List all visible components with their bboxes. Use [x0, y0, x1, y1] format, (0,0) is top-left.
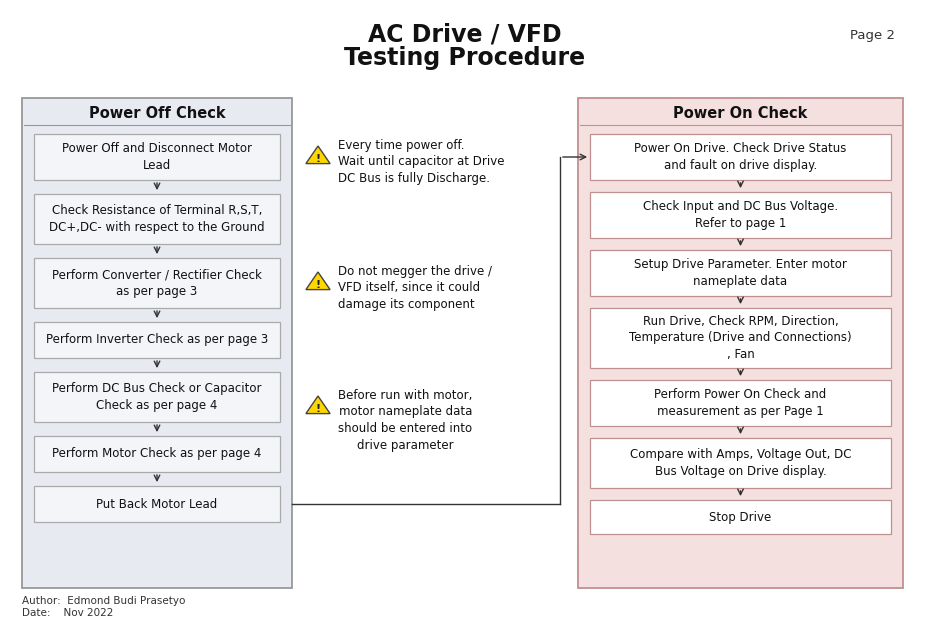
Text: Put Back Motor Lead: Put Back Motor Lead: [97, 497, 218, 510]
Text: Do not megger the drive /
VFD itself, since it could
damage its component: Do not megger the drive / VFD itself, si…: [338, 265, 492, 311]
Polygon shape: [306, 396, 330, 414]
Bar: [590, 500, 891, 534]
Bar: [590, 134, 891, 180]
Text: Perform Inverter Check as per page 3: Perform Inverter Check as per page 3: [46, 334, 268, 347]
Text: Setup Drive Parameter. Enter motor
nameplate data: Setup Drive Parameter. Enter motor namep…: [634, 259, 847, 288]
Bar: [34, 372, 280, 422]
Bar: [590, 250, 891, 296]
Bar: [34, 258, 280, 308]
Text: Testing Procedure: Testing Procedure: [344, 46, 586, 70]
Text: Power On Drive. Check Drive Status
and fault on drive display.: Power On Drive. Check Drive Status and f…: [634, 142, 846, 172]
Bar: [34, 134, 280, 180]
Bar: [590, 192, 891, 238]
Bar: [22, 98, 292, 588]
Bar: [590, 308, 891, 368]
Text: Page 2: Page 2: [850, 29, 895, 42]
Text: !: !: [315, 154, 321, 164]
Bar: [578, 98, 903, 588]
Bar: [590, 438, 891, 488]
Text: Power Off and Disconnect Motor
Lead: Power Off and Disconnect Motor Lead: [62, 142, 252, 172]
Bar: [34, 322, 280, 358]
Text: Perform Motor Check as per page 4: Perform Motor Check as per page 4: [52, 448, 261, 461]
Bar: [34, 436, 280, 472]
Text: Power Off Check: Power Off Check: [88, 105, 225, 120]
Text: !: !: [315, 280, 321, 290]
Text: Date:    Nov 2022: Date: Nov 2022: [22, 608, 113, 618]
Text: AC Drive / VFD: AC Drive / VFD: [368, 22, 562, 46]
Bar: [34, 194, 280, 244]
Polygon shape: [306, 272, 330, 290]
Text: Every time power off.
Wait until capacitor at Drive
DC Bus is fully Discharge.: Every time power off. Wait until capacit…: [338, 139, 504, 185]
Text: Stop Drive: Stop Drive: [710, 510, 772, 523]
Text: Perform DC Bus Check or Capacitor
Check as per page 4: Perform DC Bus Check or Capacitor Check …: [52, 383, 261, 412]
Text: Power On Check: Power On Check: [673, 105, 807, 120]
Text: Perform Power On Check and
measurement as per Page 1: Perform Power On Check and measurement a…: [655, 388, 827, 418]
Text: Run Drive, Check RPM, Direction,
Temperature (Drive and Connections)
, Fan: Run Drive, Check RPM, Direction, Tempera…: [630, 315, 852, 361]
Polygon shape: [306, 146, 330, 164]
Bar: [34, 486, 280, 522]
Text: Before run with motor,
motor nameplate data
should be entered into
drive paramet: Before run with motor, motor nameplate d…: [338, 389, 472, 451]
Text: Check Resistance of Terminal R,S,T,
DC+,DC- with respect to the Ground: Check Resistance of Terminal R,S,T, DC+,…: [49, 204, 265, 234]
Text: Compare with Amps, Voltage Out, DC
Bus Voltage on Drive display.: Compare with Amps, Voltage Out, DC Bus V…: [630, 448, 851, 478]
Text: Author:  Edmond Budi Prasetyo: Author: Edmond Budi Prasetyo: [22, 596, 185, 606]
Text: Check Input and DC Bus Voltage.
Refer to page 1: Check Input and DC Bus Voltage. Refer to…: [643, 200, 838, 230]
Text: !: !: [315, 404, 321, 414]
Bar: [590, 380, 891, 426]
Text: Perform Converter / Rectifier Check
as per page 3: Perform Converter / Rectifier Check as p…: [52, 268, 262, 298]
